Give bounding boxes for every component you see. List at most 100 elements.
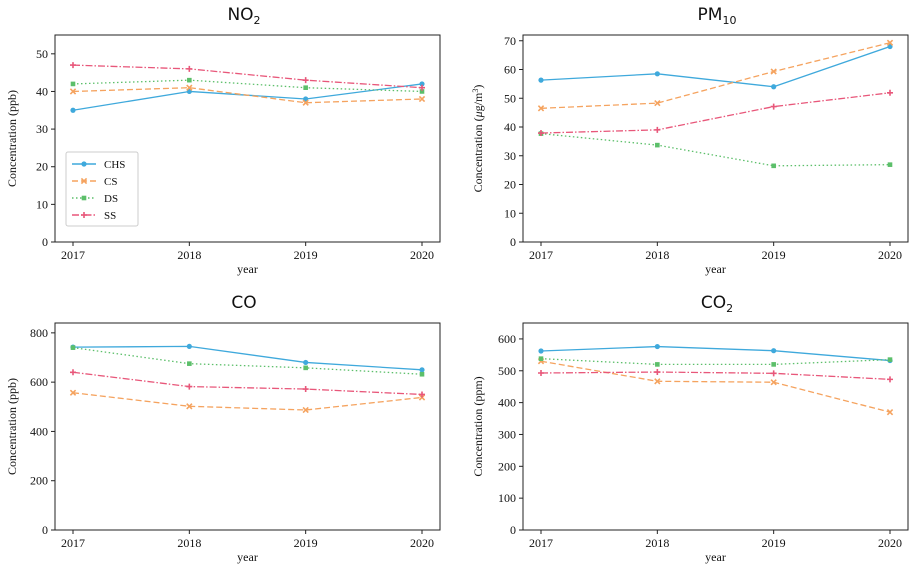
x-tick-label: 2020 bbox=[410, 248, 434, 262]
series-line-chs bbox=[72, 83, 423, 111]
y-axis-label-sup: 3 bbox=[471, 89, 480, 93]
y-tick-label: 0 bbox=[42, 235, 48, 249]
marker-ds-p3-1 bbox=[187, 361, 192, 366]
series-line-ss bbox=[540, 92, 891, 134]
y-tick-label: 40 bbox=[504, 120, 516, 134]
legend-box bbox=[65, 151, 139, 227]
marker-chs-p1-3 bbox=[419, 81, 425, 87]
series-cs bbox=[537, 358, 894, 416]
chart-panel-3: CO 0 200 400 600 800 2017 2018 2019 2020 year Conce… bbox=[5, 293, 441, 564]
chart-panel-4: CO2 0 100 200 300 400 500 600 2017 2018 2019 2020 ye… bbox=[471, 293, 909, 564]
x-tick-label: 2018 bbox=[645, 248, 669, 262]
marker-chs-p2-2 bbox=[771, 84, 777, 90]
x-tick-label: 2019 bbox=[294, 248, 318, 262]
chart-title: PM10 bbox=[698, 5, 737, 27]
chart-title-main: CO bbox=[701, 293, 726, 313]
x-tick-label: 2017 bbox=[529, 248, 553, 262]
marker-ds-p2-2 bbox=[771, 163, 776, 169]
y-tick-label: 10 bbox=[36, 197, 48, 211]
y-tick-label: 600 bbox=[498, 332, 516, 346]
series-cs bbox=[537, 39, 894, 112]
x-tick-label: 2019 bbox=[762, 536, 786, 550]
marker-cs-p2-2 bbox=[770, 68, 777, 75]
chart-title-subscript: 2 bbox=[254, 14, 261, 27]
marker-chs-p1-0 bbox=[70, 107, 76, 113]
y-tick-label: 100 bbox=[498, 491, 516, 505]
marker-ds-p1-2 bbox=[303, 85, 308, 90]
series-ss bbox=[70, 62, 425, 91]
series-line-chs bbox=[540, 45, 891, 88]
marker-chs-p1-legend bbox=[81, 161, 87, 167]
marker-chs-p4-0 bbox=[538, 348, 544, 354]
series-chs bbox=[538, 43, 893, 90]
series-ss bbox=[538, 369, 893, 383]
marker-chs-p4-1 bbox=[654, 343, 660, 350]
marker-chs-p2-0 bbox=[538, 77, 544, 83]
chart-title: NO2 bbox=[227, 5, 260, 27]
series-ds bbox=[538, 131, 893, 169]
y-tick-label: 60 bbox=[504, 63, 516, 77]
y-axis-label-post: ) bbox=[471, 85, 485, 89]
marker-cs-p4-2 bbox=[770, 379, 777, 386]
series-chs bbox=[70, 343, 425, 373]
series-line-chs bbox=[540, 345, 891, 362]
marker-chs-p2-3 bbox=[887, 43, 893, 50]
series-line-cs bbox=[72, 87, 423, 104]
legend-label-ss: SS bbox=[104, 210, 116, 222]
marker-cs-p4-3 bbox=[886, 409, 894, 416]
chart-title-subscript: 10 bbox=[722, 14, 736, 27]
marker-cs-p1-2 bbox=[302, 99, 309, 106]
marker-ds-p1-0 bbox=[70, 81, 76, 87]
x-tick-label: 2018 bbox=[645, 536, 669, 550]
y-axis-label: Concentration (ppm) bbox=[471, 376, 485, 476]
series-line-cs bbox=[72, 392, 423, 411]
marker-ss-p1-2 bbox=[302, 77, 309, 84]
y-axis-label-unit: g/m bbox=[471, 92, 485, 111]
legend-label-cs: CS bbox=[104, 176, 117, 188]
y-tick-label: 30 bbox=[504, 149, 516, 163]
series-line-ss bbox=[72, 371, 423, 396]
plot-frame bbox=[522, 322, 909, 531]
marker-cs-p1-legend bbox=[80, 177, 88, 185]
y-tick-label: 20 bbox=[36, 160, 48, 174]
marker-ss-p3-0 bbox=[70, 369, 76, 376]
marker-cs-p3-2 bbox=[302, 406, 309, 414]
x-tick-label: 2018 bbox=[177, 248, 201, 262]
y-tick-label: 500 bbox=[498, 364, 516, 378]
y-tick-label: 50 bbox=[504, 91, 516, 105]
y-tick-label: 50 bbox=[36, 47, 48, 61]
chart-title: CO bbox=[231, 293, 256, 313]
marker-ds-p3-3 bbox=[419, 371, 425, 377]
marker-chs-p1-2 bbox=[303, 96, 309, 102]
marker-ds-p1-3 bbox=[419, 89, 425, 94]
marker-ss-p2-1 bbox=[654, 126, 661, 133]
marker-ss-p4-2 bbox=[770, 370, 777, 377]
marker-cs-p1-3 bbox=[418, 95, 426, 103]
chart-title-main: CO bbox=[231, 293, 256, 313]
x-axis-label: year bbox=[237, 262, 258, 276]
x-tick-label: 2020 bbox=[878, 536, 902, 550]
series-ss bbox=[538, 89, 893, 137]
marker-ss-p1-0 bbox=[70, 62, 76, 69]
x-tick-label: 2019 bbox=[294, 536, 318, 550]
series-line-ss bbox=[540, 371, 891, 381]
y-tick-label: 200 bbox=[30, 474, 48, 488]
series-cs bbox=[69, 84, 426, 106]
marker-chs-p3-3 bbox=[419, 367, 425, 373]
chart-title-subscript: 2 bbox=[726, 302, 733, 315]
y-tick-label: 0 bbox=[510, 235, 516, 249]
y-tick-label: 70 bbox=[504, 34, 516, 48]
marker-ds-p3-2 bbox=[303, 365, 308, 371]
marker-cs-p2-1 bbox=[654, 99, 661, 107]
marker-ss-p4-0 bbox=[538, 369, 544, 376]
marker-ds-p4-0 bbox=[538, 356, 544, 361]
plot-frame bbox=[522, 34, 909, 243]
marker-cs-p2-3 bbox=[886, 39, 894, 46]
series-line-chs bbox=[72, 345, 423, 371]
marker-ss-p1-3 bbox=[419, 84, 425, 91]
y-axis-label: Concentration (ppb) bbox=[5, 90, 19, 187]
series-ds bbox=[70, 345, 425, 377]
y-tick-label: 30 bbox=[36, 122, 48, 136]
